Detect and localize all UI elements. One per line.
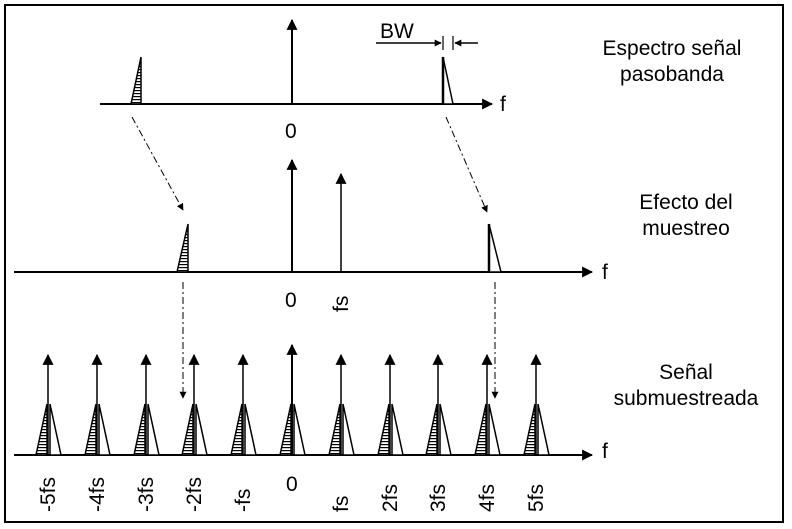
band-plain--fs	[244, 403, 257, 456]
tick-label-4fs: 4fs	[476, 483, 499, 512]
tick-label--4fs: -4fs	[86, 476, 109, 512]
band-plain--5fs	[49, 403, 62, 456]
tick-label-3fs: 3fs	[427, 483, 450, 512]
band-plain-5fs	[537, 403, 550, 456]
band-hatched--3fs	[133, 403, 146, 456]
middle-origin-label: 0	[285, 289, 297, 312]
band-hatched--4fs	[84, 403, 97, 456]
band-hatched-5fs	[523, 403, 536, 456]
band-hatched--5fs	[35, 403, 48, 456]
bottom-f-label: f	[602, 440, 608, 463]
top-title-line1: Espectro señal	[602, 37, 742, 60]
top-spectrum	[100, 18, 494, 110]
top-title-line2: pasobanda	[620, 63, 724, 86]
band-plain-3fs	[439, 403, 452, 456]
band-plain-0	[293, 403, 306, 456]
middle-fs-label: fs	[330, 295, 353, 312]
middle-title-line1: Efecto del	[639, 191, 733, 214]
shift-arrow-right	[445, 116, 488, 213]
middle-title-line2: muestreo	[642, 217, 730, 240]
bottom-impulses	[42, 343, 542, 455]
band-hatched-fs	[328, 403, 341, 456]
middle-spectrum	[14, 158, 594, 278]
tick-label-fs: fs	[330, 495, 353, 512]
bandwidth-label: BW	[380, 20, 414, 43]
middle-positive-band-triangle	[487, 223, 502, 273]
band-hatched-2fs	[377, 403, 390, 456]
band-plain-fs	[342, 403, 355, 456]
diagram-frame	[4, 4, 784, 523]
band-plain--2fs	[195, 403, 208, 456]
band-plain--4fs	[98, 403, 111, 456]
tick-label-0: 0	[286, 473, 298, 496]
tick-label--5fs: -5fs	[37, 476, 60, 512]
top-origin-label: 0	[285, 120, 297, 143]
top-f-label: f	[500, 93, 506, 116]
tick-label--2fs: -2fs	[183, 476, 206, 512]
middle-f-label: f	[602, 261, 608, 284]
band-plain-2fs	[391, 403, 404, 456]
tick-label--3fs: -3fs	[135, 476, 158, 512]
band-hatched--fs	[230, 403, 243, 456]
band-hatched--2fs	[181, 403, 194, 456]
tick-label-2fs: 2fs	[379, 483, 402, 512]
band-hatched-4fs	[474, 403, 487, 456]
bottom-bands	[35, 403, 550, 456]
band-hatched-0	[279, 403, 292, 456]
bottom-title: Señal submuestreada	[586, 360, 786, 412]
bottom-title-line1: Señal	[659, 361, 713, 384]
band-plain--3fs	[147, 403, 160, 456]
top-negative-band-triangle	[130, 56, 142, 105]
band-plain-4fs	[488, 403, 501, 456]
bottom-spectrum	[14, 343, 594, 461]
tick-label-5fs: 5fs	[525, 483, 548, 512]
top-title: Espectro señal pasobanda	[572, 36, 772, 88]
shift-arrow-left	[131, 116, 184, 211]
tick-label--fs: -fs	[232, 488, 255, 512]
middle-negative-band-triangle	[176, 223, 189, 273]
bottom-title-line2: submuestreada	[613, 387, 759, 410]
top-positive-band-triangle	[441, 56, 454, 105]
middle-title: Efecto del muestreo	[596, 190, 776, 242]
band-hatched-3fs	[425, 403, 438, 456]
